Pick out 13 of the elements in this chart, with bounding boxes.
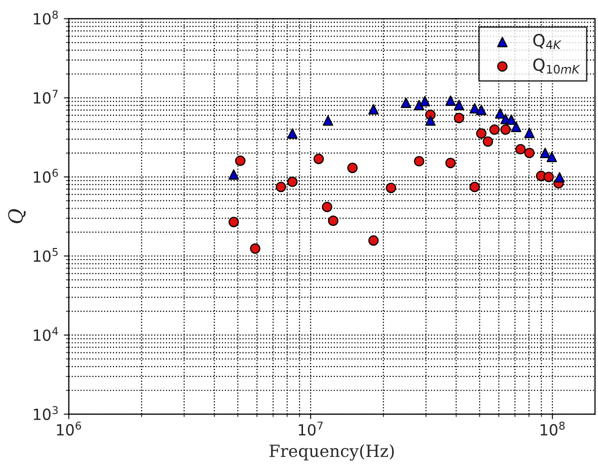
y-tick-label: 10$^{3}$ (34, 406, 58, 420)
y-tick-label: 10$^{7}$ (34, 90, 58, 104)
y-axis-title: Q (8, 209, 26, 224)
y-tick-label: 10$^{6}$ (34, 168, 58, 183)
legend-label: Q$_{10mK}$ (533, 58, 580, 74)
y-tick-label: 10$^{8}$ (34, 10, 58, 25)
x-tick-label: 10$^{8}$ (540, 422, 565, 436)
x-tick-label: 10$^{7}$ (298, 422, 323, 436)
x-axis-title: Frequency(Hz) (270, 444, 394, 461)
legend-label: Q$_{4K}$ (533, 34, 562, 49)
y-tick-label: 10$^{5}$ (34, 248, 58, 262)
x-tick-label: 10$^{6}$ (57, 422, 82, 436)
y-tick-label: 10$^{4}$ (34, 327, 58, 342)
